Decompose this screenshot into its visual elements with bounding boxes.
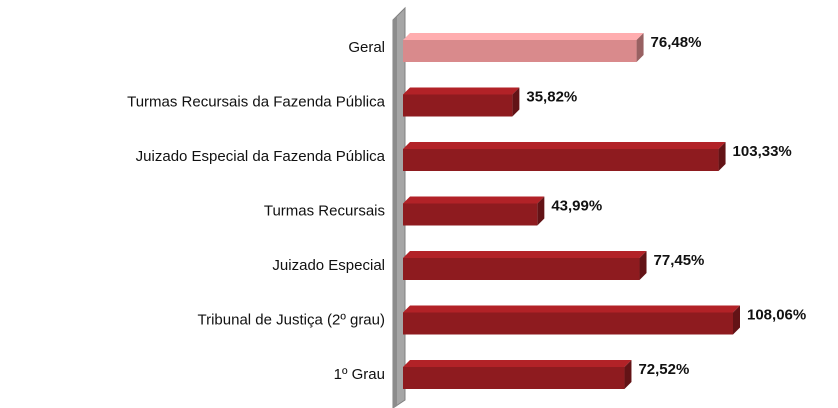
value-label: 108,06% bbox=[747, 306, 806, 323]
category-label: Juizado Especial bbox=[272, 257, 385, 274]
category-label: Juizado Especial da Fazenda Pública bbox=[136, 148, 386, 165]
bar-top bbox=[403, 305, 740, 313]
value-label: 35,82% bbox=[526, 88, 577, 105]
bar-top bbox=[403, 251, 647, 258]
axis-wall-edge bbox=[393, 16, 397, 408]
bar bbox=[403, 258, 640, 280]
category-label: Turmas Recursais da Fazenda Pública bbox=[127, 93, 386, 110]
bar-side bbox=[639, 251, 647, 280]
bar-side bbox=[624, 360, 632, 389]
bar bbox=[403, 149, 719, 171]
bar bbox=[403, 312, 733, 335]
bar bbox=[403, 367, 625, 389]
value-label: 77,45% bbox=[654, 252, 705, 269]
bar-side bbox=[718, 142, 726, 171]
bar-side bbox=[537, 196, 545, 226]
category-label: Turmas Recursais bbox=[264, 202, 385, 219]
bar-top bbox=[403, 33, 644, 40]
category-label: 1º Grau bbox=[334, 366, 385, 383]
bar bbox=[403, 203, 538, 226]
bar-side bbox=[636, 33, 644, 62]
value-label: 43,99% bbox=[551, 197, 602, 214]
bar-side bbox=[733, 305, 740, 335]
bar-top bbox=[403, 196, 545, 204]
bar-top bbox=[403, 360, 632, 367]
category-label: Geral bbox=[348, 39, 385, 56]
bar-top bbox=[403, 87, 520, 95]
bar bbox=[403, 40, 637, 62]
value-label: 72,52% bbox=[638, 361, 689, 378]
bar bbox=[403, 94, 513, 117]
category-label: Tribunal de Justiça (2º grau) bbox=[197, 311, 385, 328]
value-label: 76,48% bbox=[651, 34, 702, 51]
bar-side bbox=[512, 87, 520, 117]
bar-top bbox=[403, 142, 726, 149]
value-label: 103,33% bbox=[733, 143, 792, 160]
